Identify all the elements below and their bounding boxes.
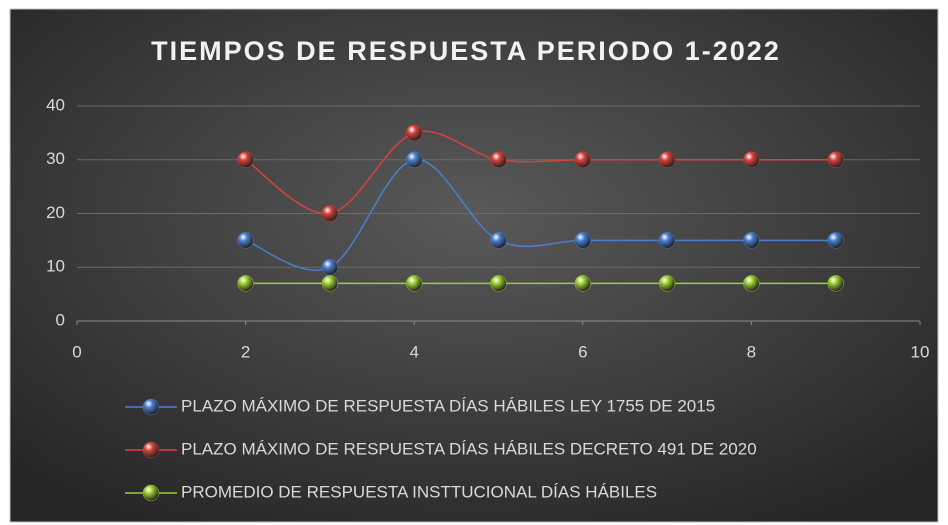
x-tick-label: 4 xyxy=(409,342,418,361)
y-tick-label: 10 xyxy=(46,257,65,276)
data-point xyxy=(490,275,507,292)
data-point xyxy=(827,232,844,249)
data-point xyxy=(574,151,592,168)
legend-label: PLAZO MÁXIMO DE RESPUESTA DÍAS HÁBILES D… xyxy=(181,439,757,458)
legend-marker xyxy=(142,484,160,502)
data-point xyxy=(827,151,844,168)
data-point xyxy=(490,151,507,168)
data-point xyxy=(743,232,760,249)
y-tick-label: 40 xyxy=(46,95,65,114)
data-point xyxy=(574,275,592,292)
data-point xyxy=(405,124,423,142)
x-tick-label: 0 xyxy=(72,342,81,361)
data-point xyxy=(405,151,423,168)
data-point xyxy=(237,151,254,168)
data-point xyxy=(321,205,339,222)
data-point xyxy=(743,275,760,292)
legend-label: PLAZO MÁXIMO DE RESPUESTA DÍAS HÁBILES L… xyxy=(181,396,715,415)
data-point xyxy=(658,232,676,249)
x-tick-label: 2 xyxy=(241,342,250,361)
data-point xyxy=(237,275,254,292)
chart-title: TIEMPOS DE RESPUESTA PERIODO 1-2022 xyxy=(151,36,781,66)
data-point xyxy=(237,232,254,249)
data-point xyxy=(743,151,760,168)
x-tick-label: 8 xyxy=(747,342,756,361)
data-point xyxy=(405,275,423,292)
x-tick-label: 10 xyxy=(911,342,930,361)
x-tick-label: 6 xyxy=(578,342,587,361)
legend-marker xyxy=(142,441,160,459)
chart-area xyxy=(9,8,939,523)
data-point xyxy=(490,232,507,249)
data-point xyxy=(827,275,844,292)
legend-label: PROMEDIO DE RESPUESTA INSTTUCIONAL DÍAS … xyxy=(181,482,657,501)
data-point xyxy=(321,259,339,276)
y-tick-label: 0 xyxy=(56,310,65,329)
data-point xyxy=(321,275,339,292)
data-point xyxy=(658,275,676,292)
legend-marker xyxy=(142,398,160,416)
y-tick-label: 30 xyxy=(46,149,65,168)
y-tick-label: 20 xyxy=(46,203,65,222)
data-point xyxy=(574,232,592,249)
data-point xyxy=(658,151,676,168)
